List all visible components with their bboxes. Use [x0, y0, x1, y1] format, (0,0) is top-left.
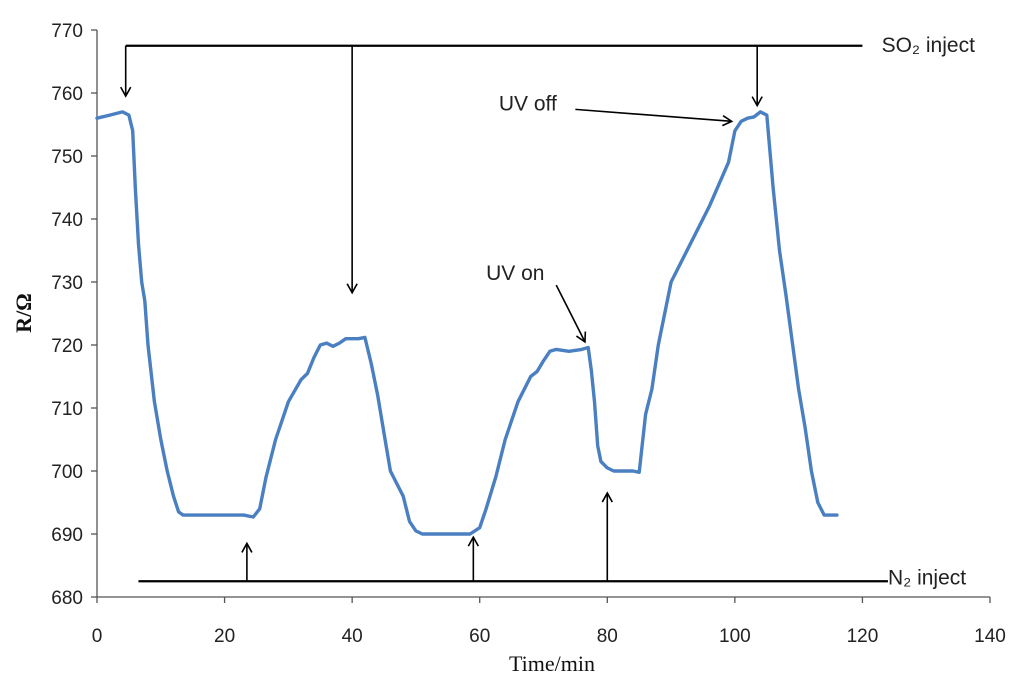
- y-tick-label: 740: [51, 210, 83, 231]
- y-tick-label: 700: [51, 462, 83, 483]
- y-tick-label: 710: [51, 399, 83, 420]
- annotation-arrow: [555, 284, 587, 344]
- x-axis-title: Time/min: [509, 651, 595, 676]
- x-tick-label: 40: [342, 626, 363, 647]
- x-tick-label: 100: [719, 626, 751, 647]
- axes: 680 690 700 710 720 730 740 750 760 770 0 20 40 60 80 1…: [51, 21, 1006, 647]
- y-tick-label: 750: [51, 147, 83, 168]
- annotation-label: UV off: [499, 93, 557, 116]
- x-tick-label: 20: [214, 626, 235, 647]
- x-tick-label: 60: [469, 626, 490, 647]
- annotation-label: SO₂ inject: [882, 34, 976, 57]
- series-layer: [95, 110, 839, 536]
- inject-markers: [120, 44, 888, 583]
- annotation-arrow: [575, 108, 734, 127]
- annotations: SO₂ inject N₂ inject UV off UV on: [486, 34, 975, 589]
- y-tick-label: 730: [51, 273, 83, 294]
- y-tick-label: 720: [51, 336, 83, 357]
- resistance-series-line: [95, 110, 839, 536]
- y-tick-label: 770: [51, 21, 83, 42]
- annotation-label: N₂ inject: [888, 566, 966, 589]
- y-tick-label: 760: [51, 84, 83, 105]
- annotation-label: UV on: [486, 262, 544, 285]
- x-tick-label: 120: [847, 626, 879, 647]
- x-tick-label: 140: [974, 626, 1006, 647]
- y-tick-label: 680: [51, 588, 83, 609]
- x-tick-label: 0: [92, 626, 103, 647]
- y-tick-label: 690: [51, 525, 83, 546]
- x-tick-label: 80: [597, 626, 618, 647]
- y-axis-title: R/Ω: [11, 293, 36, 333]
